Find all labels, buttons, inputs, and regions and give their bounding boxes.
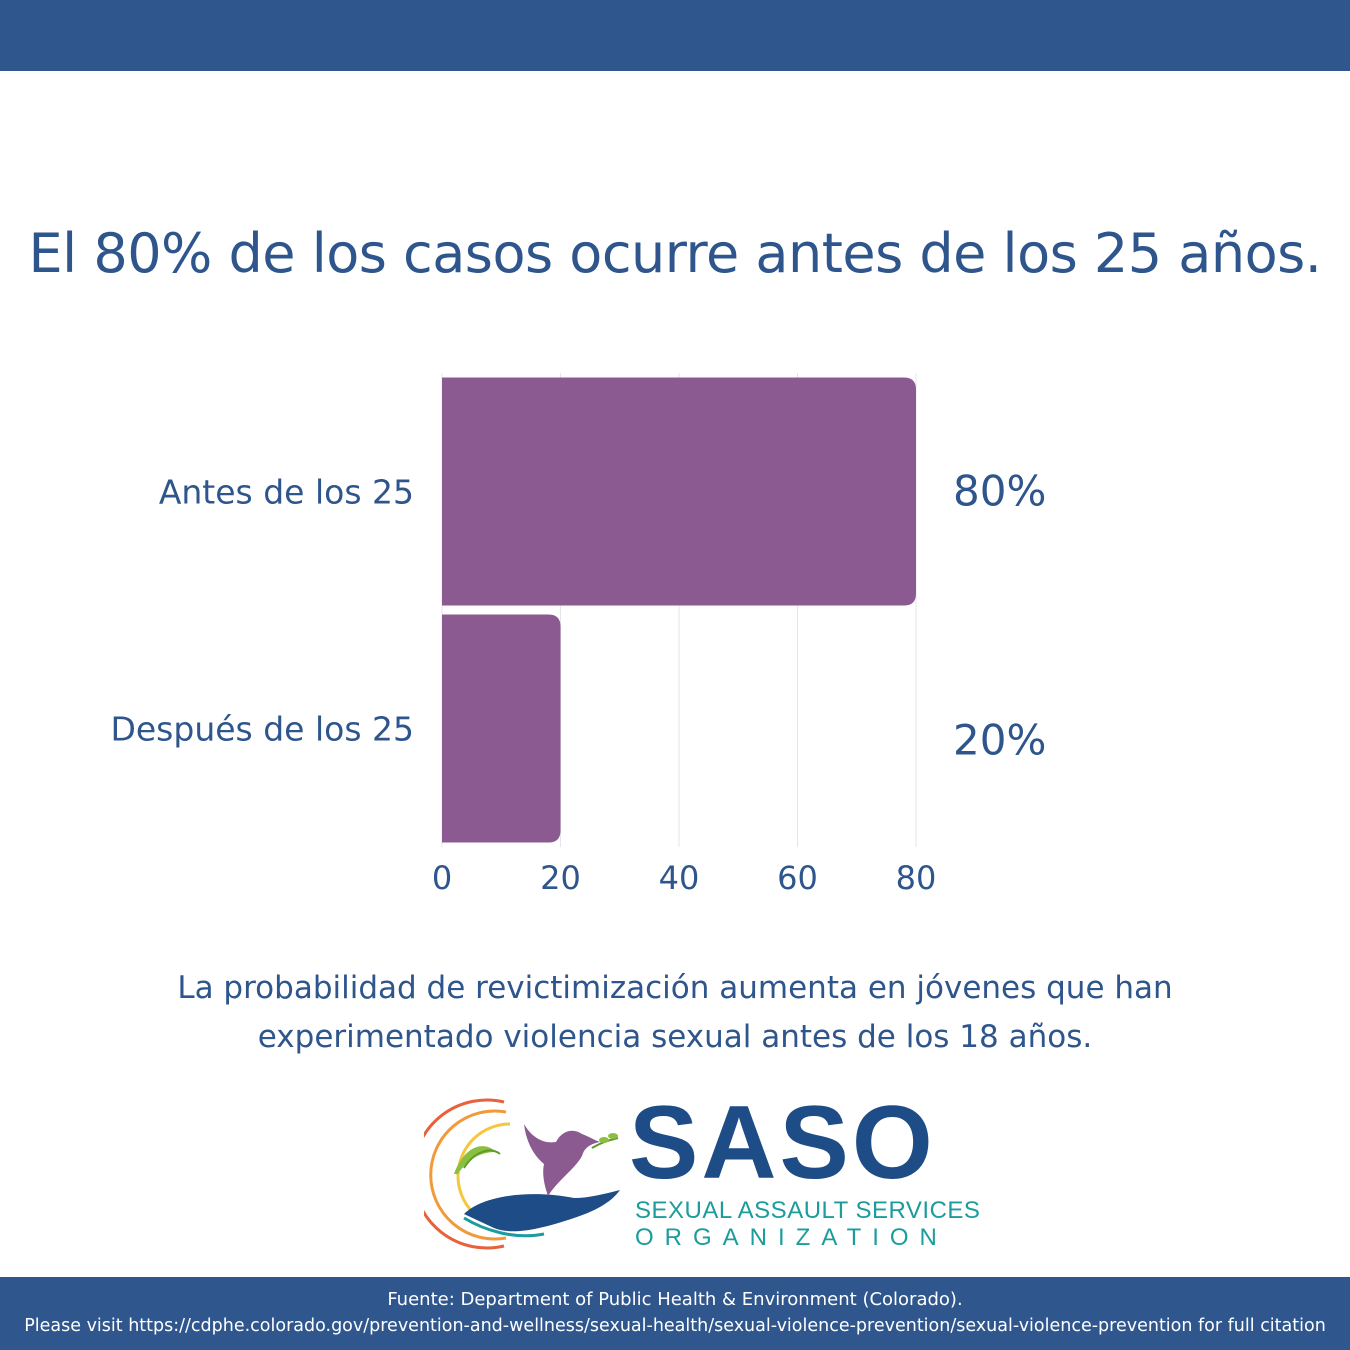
chart-bars (442, 377, 916, 843)
top-band (0, 0, 1350, 71)
chart-labels: 0 20 40 60 80 Antes de los 25 80% Después de lo… (110, 467, 1046, 898)
bar-1 (442, 614, 561, 843)
value-label: 20% (953, 716, 1046, 765)
x-tick-label: 20 (540, 859, 581, 897)
category-label: Después de los 25 (110, 710, 414, 749)
source-text: Fuente: Department of Public Health & En… (387, 1289, 963, 1310)
saso-emblem-icon (411, 1098, 620, 1250)
category-label: Antes de los 25 (159, 473, 414, 512)
x-tick-label: 40 (659, 859, 700, 897)
page-title: El 80% de los casos ocurre antes de los … (28, 222, 1322, 285)
source-footer: Fuente: Department of Public Health & En… (0, 1277, 1350, 1350)
x-tick-label: 80 (896, 859, 937, 897)
bar-chart: 0 20 40 60 80 Antes de los 25 80% Después de lo… (110, 373, 1046, 898)
saso-tagline-line2: ORGANIZATION (635, 1224, 948, 1251)
revictimization-note: La probabilidad de revictimización aumen… (177, 970, 1173, 1055)
value-label: 80% (953, 467, 1046, 516)
citation-text: Please visit https://cdphe.colorado.gov/… (24, 1316, 1326, 1336)
saso-tagline-line1: SEXUAL ASSAULT SERVICES (635, 1197, 981, 1224)
saso-logo: SASO SEXUAL ASSAULT SERVICES ORGANIZATIO… (411, 1085, 980, 1254)
x-tick-label: 0 (432, 859, 452, 897)
bar-0 (442, 377, 916, 606)
saso-wordmark: SASO (629, 1085, 936, 1201)
x-tick-label: 60 (777, 859, 818, 897)
